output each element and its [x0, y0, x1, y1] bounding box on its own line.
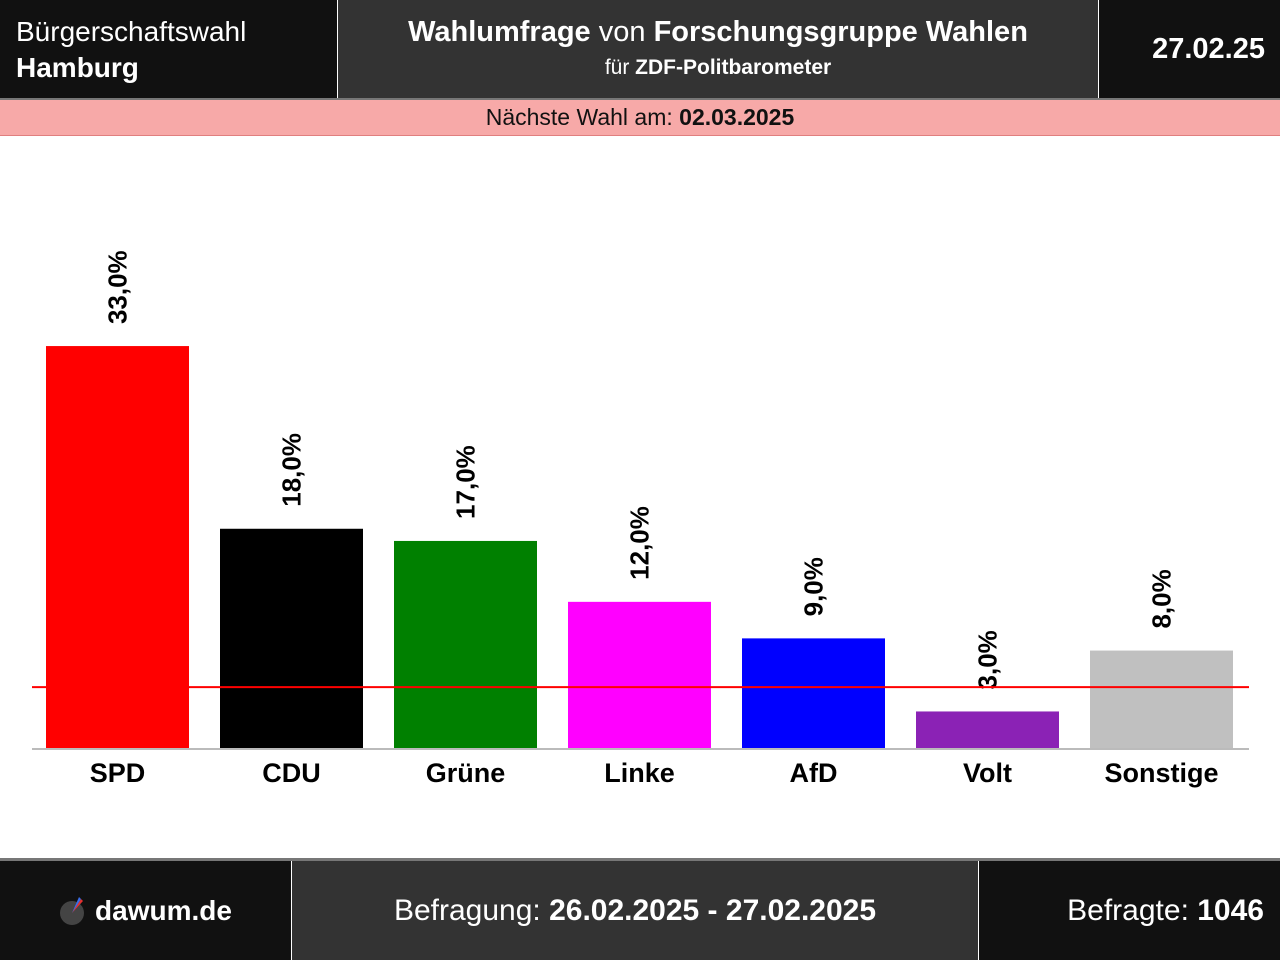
- value-label-linke: 12,0%: [625, 506, 655, 580]
- respondents-value: 1046: [1197, 894, 1264, 927]
- survey-period-label: Befragung:: [393, 894, 541, 927]
- survey-period: Befragung: 26.02.2025 - 27.02.2025: [292, 861, 978, 960]
- election-region: Hamburg: [16, 52, 139, 83]
- next-election-label: Nächste Wahl am:: [485, 104, 673, 130]
- footer-divider: [0, 858, 1280, 861]
- bar-spd: [46, 346, 189, 748]
- category-label-linke: Linke: [604, 758, 675, 788]
- category-label-afd: AfD: [790, 758, 838, 788]
- poll-word: Wahlumfrage: [408, 16, 591, 48]
- survey-period-value: 26.02.2025 - 27.02.2025: [549, 894, 877, 927]
- header-poll-info: Wahlumfrage von Forschungsgruppe Wahlen …: [338, 0, 1098, 98]
- value-label-sonstige: 8,0%: [1147, 569, 1177, 628]
- poll-title: Wahlumfrage von Forschungsgruppe Wahlen: [338, 14, 1098, 50]
- header-election: Bürgerschaftswahl Hamburg: [0, 0, 337, 98]
- bar-linke: [568, 601, 711, 748]
- category-label-sonstige: Sonstige: [1104, 758, 1218, 788]
- client-name: ZDF-Politbarometer: [635, 56, 832, 79]
- bar-sonstige: [1090, 650, 1233, 748]
- next-election-date: 02.03.2025: [679, 104, 795, 130]
- value-label-spd: 33,0%: [103, 250, 133, 324]
- dawum-logo-icon: [60, 896, 85, 925]
- bar-afd: [742, 638, 885, 748]
- bar-volt: [916, 711, 1059, 748]
- footer-logo-area[interactable]: dawum.de: [0, 861, 291, 960]
- category-label-volt: Volt: [963, 758, 1012, 788]
- poll-client: für ZDF-Politbarometer: [338, 54, 1098, 82]
- institute-name: Forschungsgruppe Wahlen: [653, 16, 1028, 48]
- election-type: Bürgerschaftswahl: [16, 16, 247, 47]
- header-divider: [0, 98, 1280, 100]
- dawum-logo-text: dawum.de: [95, 894, 232, 926]
- category-label-grüne: Grüne: [426, 758, 506, 788]
- value-label-cdu: 18,0%: [277, 433, 307, 507]
- bar-cdu: [220, 528, 363, 748]
- bar-grüne: [394, 540, 537, 748]
- poll-date: 27.02.25: [1099, 0, 1280, 98]
- respondents: Befragte: 1046: [979, 861, 1280, 960]
- von-word: von: [598, 16, 646, 48]
- category-label-cdu: CDU: [262, 758, 321, 788]
- category-label-spd: SPD: [90, 758, 146, 788]
- poll-bar-chart: 33,0% SPD 18,0% CDU 17,0% Grüne 12,0% Linke 9,0%…: [32, 250, 1249, 788]
- value-label-volt: 3,0%: [973, 630, 1003, 689]
- respondents-label: Befragte:: [1067, 894, 1189, 927]
- fuer-word: für: [604, 56, 630, 79]
- next-election-bar: Nächste Wahl am: 02.03.2025: [0, 100, 1280, 136]
- value-label-grüne: 17,0%: [451, 445, 481, 519]
- value-label-afd: 9,0%: [799, 557, 829, 616]
